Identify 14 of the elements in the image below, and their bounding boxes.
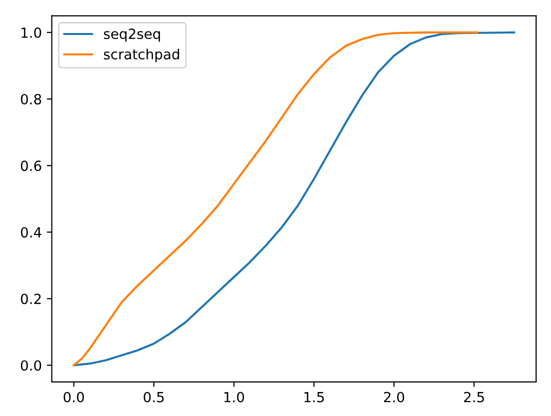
x-tick-label: 2.0 <box>384 392 404 402</box>
x-tick-label: 1.0 <box>224 392 244 402</box>
y-tick-label: 1.0 <box>22 27 42 38</box>
x-tick-label: 1.5 <box>304 392 324 402</box>
x-tick-label: 2.5 <box>464 392 484 402</box>
y-tick-label: 0.8 <box>20 94 42 104</box>
y-tick-label: 0.4 <box>20 227 42 238</box>
y-tick-label: 0.6 <box>20 160 42 172</box>
y-tick-label: 0.0 <box>20 360 42 371</box>
y-tick-label: 0.2 <box>20 294 41 304</box>
legend-label: scratchpad <box>104 48 180 62</box>
x-tick-label: 0.0 <box>64 392 84 402</box>
legend-label: seq2seq <box>104 28 160 42</box>
x-tick-label: 0.5 <box>144 392 164 402</box>
